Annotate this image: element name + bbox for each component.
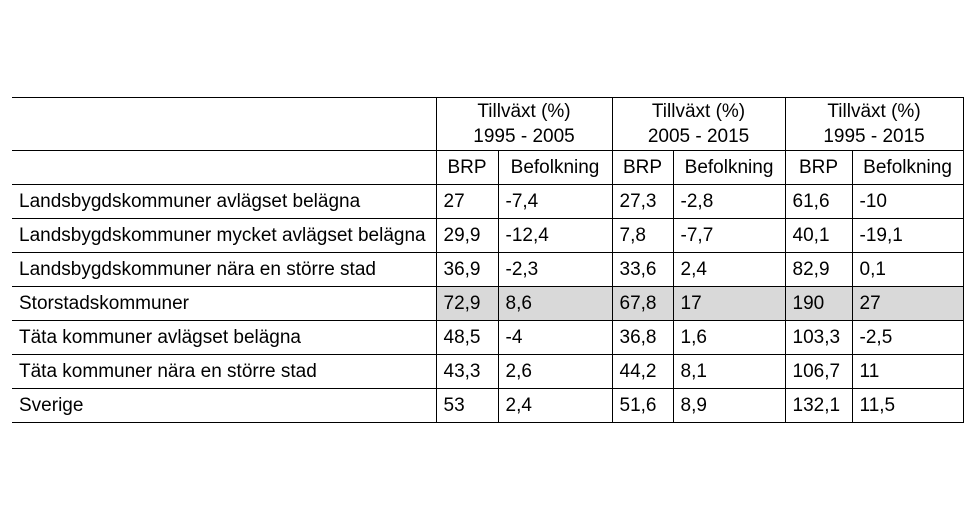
column-group-period: 2005 - 2015 <box>647 126 750 147</box>
col-header-brp-2: BRP <box>611 150 674 185</box>
cell-befolkning-1995-2015: 27 <box>851 286 964 321</box>
column-group-title: Tillväxt (%) <box>827 101 921 122</box>
row-label: Täta kommuner nära en större stad <box>12 354 437 389</box>
cell-befolkning-1995-2005: 2,6 <box>497 354 613 389</box>
row-label: Landsbygdskommuner avlägset belägna <box>12 184 437 219</box>
growth-table: Tillväxt (%) 1995 - 2005 Tillväxt (%) 20… <box>12 97 964 423</box>
cell-brp-1995-2015: 132,1 <box>784 388 853 423</box>
column-group-header-1995-2005: Tillväxt (%) 1995 - 2005 <box>435 97 613 151</box>
col-header-befolkning-2: Befolkning <box>672 150 786 185</box>
cell-befolkning-2005-2015: -7,7 <box>672 218 786 253</box>
table-header-period-row: Tillväxt (%) 1995 - 2005 Tillväxt (%) 20… <box>12 97 964 151</box>
column-group-title: Tillväxt (%) <box>477 101 571 122</box>
cell-brp-2005-2015: 36,8 <box>611 320 674 355</box>
cell-befolkning-2005-2015: 17 <box>672 286 786 321</box>
table-row-sverige: Sverige 53 2,4 51,6 8,9 132,1 11,5 <box>12 388 964 423</box>
cell-brp-1995-2005: 29,9 <box>435 218 499 253</box>
col-header-brp-1: BRP <box>435 150 499 185</box>
table-row-tata-avlagset: Täta kommuner avlägset belägna 48,5 -4 3… <box>12 320 964 355</box>
cell-befolkning-1995-2005: 8,6 <box>497 286 613 321</box>
row-label: Landsbygdskommuner nära en större stad <box>12 252 437 287</box>
cell-befolkning-2005-2015: 8,1 <box>672 354 786 389</box>
cell-brp-2005-2015: 7,8 <box>611 218 674 253</box>
cell-brp-2005-2015: 51,6 <box>611 388 674 423</box>
cell-brp-1995-2015: 40,1 <box>784 218 853 253</box>
cell-befolkning-1995-2005: 2,4 <box>497 388 613 423</box>
cell-brp-1995-2005: 36,9 <box>435 252 499 287</box>
cell-brp-1995-2015: 82,9 <box>784 252 853 287</box>
column-group-title: Tillväxt (%) <box>651 101 746 122</box>
table-row-landsbygd-avlagset: Landsbygdskommuner avlägset belägna 27 -… <box>12 184 964 219</box>
cell-befolkning-1995-2015: 11,5 <box>851 388 964 423</box>
cell-brp-1995-2005: 27 <box>435 184 499 219</box>
table-row-tata-nara-stad: Täta kommuner nära en större stad 43,3 2… <box>12 354 964 389</box>
cell-befolkning-2005-2015: -2,8 <box>672 184 786 219</box>
table-header-measure-row: BRP Befolkning BRP Befolkning BRP Befolk… <box>12 150 964 185</box>
cell-brp-2005-2015: 67,8 <box>611 286 674 321</box>
cell-befolkning-1995-2005: -2,3 <box>497 252 613 287</box>
row-label: Landsbygdskommuner mycket avlägset beläg… <box>12 218 437 253</box>
cell-befolkning-1995-2005: -4 <box>497 320 613 355</box>
cell-brp-2005-2015: 33,6 <box>611 252 674 287</box>
cell-brp-1995-2015: 103,3 <box>784 320 853 355</box>
header-empty-cell <box>12 97 437 151</box>
col-header-befolkning-1: Befolkning <box>497 150 613 185</box>
cell-befolkning-2005-2015: 2,4 <box>672 252 786 287</box>
table-row-landsbygd-nara-stad: Landsbygdskommuner nära en större stad 3… <box>12 252 964 287</box>
col-header-befolkning-3: Befolkning <box>851 150 964 185</box>
cell-befolkning-2005-2015: 8,9 <box>672 388 786 423</box>
column-group-header-2005-2015: Tillväxt (%) 2005 - 2015 <box>611 97 786 151</box>
cell-brp-1995-2015: 190 <box>784 286 853 321</box>
cell-befolkning-1995-2005: -12,4 <box>497 218 613 253</box>
column-group-period: 1995 - 2005 <box>473 126 575 147</box>
row-label: Sverige <box>12 388 437 423</box>
cell-brp-1995-2015: 61,6 <box>784 184 853 219</box>
row-label: Storstadskommuner <box>12 286 437 321</box>
table-row-storstadskommuner: Storstadskommuner 72,9 8,6 67,8 17 190 2… <box>12 286 964 321</box>
column-group-period: 1995 - 2015 <box>823 126 925 147</box>
cell-brp-1995-2005: 53 <box>435 388 499 423</box>
cell-brp-2005-2015: 27,3 <box>611 184 674 219</box>
cell-brp-1995-2015: 106,7 <box>784 354 853 389</box>
cell-befolkning-2005-2015: 1,6 <box>672 320 786 355</box>
table-row-landsbygd-mycket-avlagset: Landsbygdskommuner mycket avlägset beläg… <box>12 218 964 253</box>
row-label: Täta kommuner avlägset belägna <box>12 320 437 355</box>
cell-brp-1995-2005: 48,5 <box>435 320 499 355</box>
cell-befolkning-1995-2015: 0,1 <box>851 252 964 287</box>
column-group-header-1995-2015: Tillväxt (%) 1995 - 2015 <box>784 97 964 151</box>
cell-brp-1995-2005: 43,3 <box>435 354 499 389</box>
col-header-brp-3: BRP <box>784 150 853 185</box>
cell-brp-1995-2005: 72,9 <box>435 286 499 321</box>
cell-befolkning-1995-2015: -10 <box>851 184 964 219</box>
cell-befolkning-1995-2015: -19,1 <box>851 218 964 253</box>
cell-befolkning-1995-2005: -7,4 <box>497 184 613 219</box>
cell-befolkning-1995-2015: -2,5 <box>851 320 964 355</box>
header-empty-cell <box>12 150 437 185</box>
cell-brp-2005-2015: 44,2 <box>611 354 674 389</box>
cell-befolkning-1995-2015: 11 <box>851 354 964 389</box>
